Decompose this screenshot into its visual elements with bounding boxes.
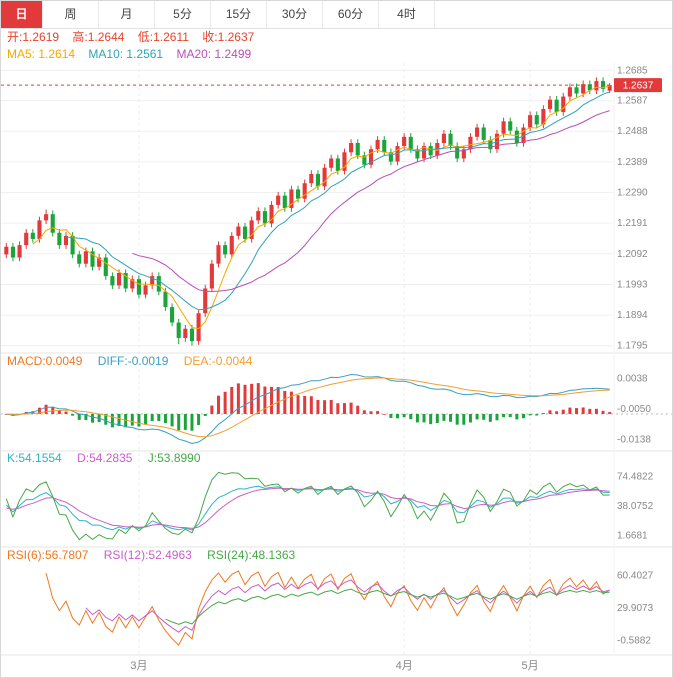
tab-week[interactable]: 周 <box>43 1 99 28</box>
tab-5min[interactable]: 5分 <box>155 1 211 28</box>
kdj-axis-label: 38.0752 <box>617 501 654 512</box>
tab-15min[interactable]: 15分 <box>211 1 267 28</box>
price-axis-label: 1.1795 <box>617 341 648 352</box>
tab-4hour[interactable]: 4时 <box>379 1 435 28</box>
close-value: 收:1.2637 <box>202 30 255 44</box>
rsi24-line <box>165 588 610 625</box>
ma10-value: MA10: 1.2561 <box>88 47 164 61</box>
kdj-axis-label: 74.4822 <box>617 471 654 482</box>
price-axis-label: 1.2488 <box>617 126 648 137</box>
tab-60min[interactable]: 60分 <box>323 1 379 28</box>
high-value: 高:1.2644 <box>72 30 125 44</box>
current-price-badge <box>614 78 662 93</box>
low-value: 低:1.2611 <box>137 30 189 44</box>
ma10-line <box>65 91 610 311</box>
macd-axis-label: 0.0038 <box>617 374 648 385</box>
macd-header: MACD:0.0049 DIFF:-0.0019 DEA:-0.0044 <box>7 354 264 368</box>
ma20-line <box>132 110 610 292</box>
month-label: 4月 <box>396 660 413 672</box>
ma5-value: MA5: 1.2614 <box>7 47 76 61</box>
price-axis-label: 1.2290 <box>617 188 648 199</box>
diff-value: DIFF:-0.0019 <box>97 354 169 368</box>
price-axis-label: 1.1993 <box>617 279 648 290</box>
ohlc-readout: 开:1.2619 高:1.2644 低:1.2611 收:1.2637 <box>1 29 672 46</box>
ma-readout: MA5: 1.2614 MA10: 1.2561 MA20: 1.2499 <box>1 46 672 63</box>
rsi12-line <box>85 579 610 633</box>
price-axis-label: 1.2092 <box>617 249 648 260</box>
rsi-axis-label: 60.4027 <box>617 570 654 581</box>
ma20-value: MA20: 1.2499 <box>176 47 252 61</box>
rsi-header: RSI(6):56.7807 RSI(12):52.4963 RSI(24):4… <box>7 548 307 562</box>
current-price-label: 1.2637 <box>623 81 654 92</box>
j-line <box>5 471 610 541</box>
open-value: 开:1.2619 <box>7 30 60 44</box>
tab-30min[interactable]: 30分 <box>267 1 323 28</box>
price-axis-label: 1.1894 <box>617 310 648 321</box>
rsi12-value: RSI(12):52.4963 <box>103 548 192 562</box>
kdj-header: K:54.1554 D:54.2835 J:53.8990 <box>7 451 213 465</box>
d-line <box>6 487 610 529</box>
chart-canvas[interactable]: 1.2685 1.2587 1.2488 1.2389 1.2290 1.2191 1.20… <box>1 63 673 678</box>
dea-value: DEA:-0.0044 <box>183 354 253 368</box>
macd-histogram <box>4 383 612 431</box>
k-line <box>5 485 610 531</box>
month-label: 5月 <box>522 660 539 672</box>
kdj-axis-label: 1.6681 <box>617 531 648 542</box>
tab-day[interactable]: 日 <box>1 1 43 28</box>
price-axis-label: 1.2587 <box>617 96 648 107</box>
rsi6-line <box>45 570 610 646</box>
tab-month[interactable]: 月 <box>99 1 155 28</box>
macd-axis-label: -0.0138 <box>617 434 651 445</box>
d-value: D:54.2835 <box>77 451 133 465</box>
rsi24-value: RSI(24):48.1363 <box>207 548 296 562</box>
macd-value: MACD:0.0049 <box>7 354 83 368</box>
price-axis-label: 1.2191 <box>617 218 648 229</box>
price-axis-label: 1.2685 <box>617 65 648 76</box>
rsi-axis-label: 29.9073 <box>617 603 654 614</box>
ma5-line <box>32 85 610 330</box>
j-value: J:53.8990 <box>147 451 201 465</box>
candles <box>4 77 612 346</box>
rsi6-value: RSI(6):56.7807 <box>7 548 89 562</box>
price-axis-label: 1.2389 <box>617 157 648 168</box>
k-value: K:54.1554 <box>7 451 62 465</box>
timeframe-tabbar: 日周月 5分 15分 30分 60分 4时 <box>1 1 672 29</box>
dea-line <box>6 377 610 438</box>
rsi-axis-label: -0.5882 <box>617 636 651 647</box>
month-label: 3月 <box>130 660 147 672</box>
macd-axis-label: -0.0050 <box>617 404 651 415</box>
diff-line <box>6 373 610 445</box>
